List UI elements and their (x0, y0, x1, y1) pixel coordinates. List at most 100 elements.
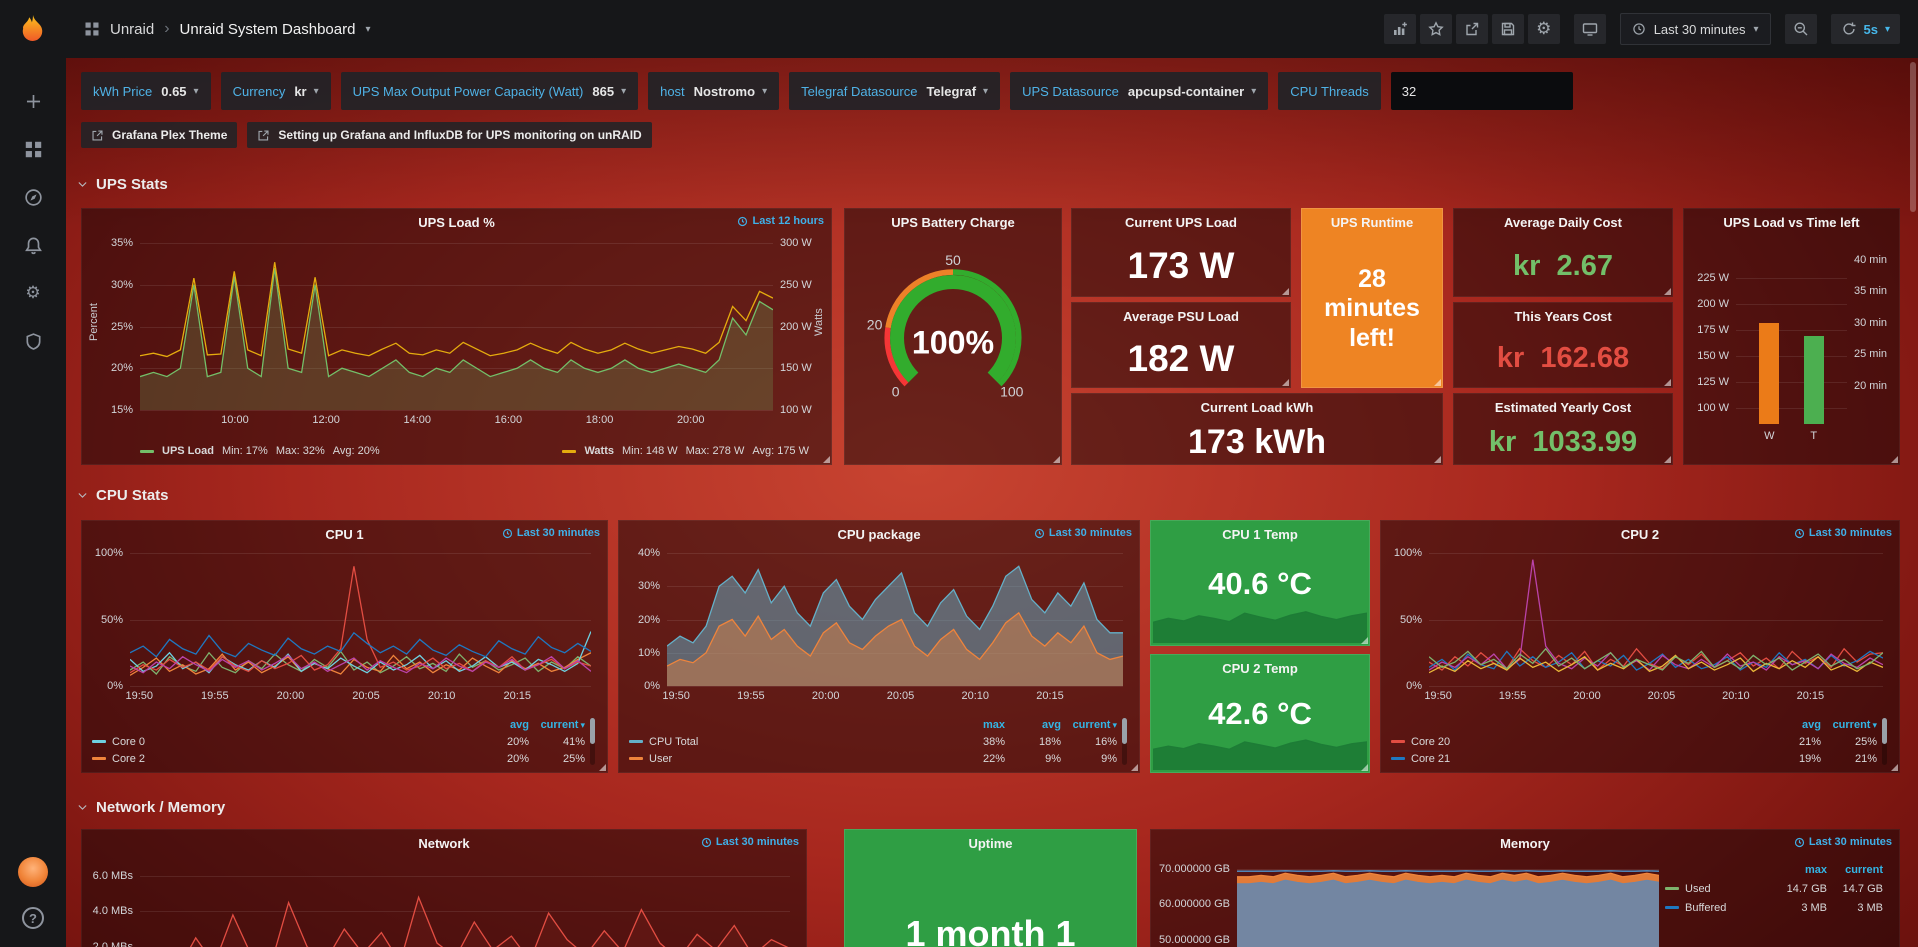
legend-series-buffered[interactable]: Buffered (1665, 902, 1771, 914)
panel-title[interactable]: Network (418, 836, 470, 851)
resize-handle[interactable] (1282, 379, 1289, 386)
link-grafana-plex-theme[interactable]: Grafana Plex Theme (81, 122, 238, 148)
panel-title[interactable]: CPU 2 (1620, 527, 1660, 542)
refresh-caret-icon[interactable]: ▾ (1884, 23, 1890, 35)
sidebar-item-explore[interactable] (11, 180, 55, 214)
resize-handle[interactable] (1361, 637, 1368, 644)
refresh-interval-label[interactable]: 5s (1863, 21, 1878, 37)
legend-scrollbar[interactable] (1882, 718, 1887, 765)
panel-title[interactable]: UPS Load vs Time left (1723, 215, 1860, 230)
resize-handle[interactable] (1664, 288, 1671, 295)
legend-series-core20[interactable]: Core 20 (1391, 736, 1765, 748)
axis-tick: 20:05 (1647, 690, 1676, 702)
panel-time-override[interactable]: Last 30 minutes (1794, 836, 1892, 848)
row-header-ups-stats[interactable]: UPS Stats (76, 176, 168, 193)
panel-title[interactable]: CPU 1 (325, 527, 364, 542)
legend-header-avg[interactable]: avg (1042, 718, 1061, 731)
legend-scrollbar[interactable] (1122, 718, 1127, 765)
legend-series-core2[interactable]: Core 2 (92, 753, 473, 765)
share-button[interactable] (1455, 14, 1488, 44)
dashboard-settings-button[interactable]: ⚙ (1527, 14, 1560, 44)
resize-handle[interactable] (599, 764, 606, 771)
legend-header-max[interactable]: max (1804, 863, 1827, 876)
panel-title[interactable]: Current Load kWh (1200, 400, 1314, 415)
panel-title[interactable]: Estimated Yearly Cost (1494, 400, 1632, 415)
panel-time-override[interactable]: Last 30 minutes (502, 527, 600, 539)
grafana-logo[interactable] (16, 12, 50, 46)
panel-title[interactable]: CPU 2 Temp (1222, 661, 1298, 676)
panel-title[interactable]: CPU 1 Temp (1222, 527, 1298, 542)
legend-header-avg[interactable]: avg (1802, 718, 1821, 731)
panel-title[interactable]: CPU package (837, 527, 921, 542)
legend-series-used[interactable]: Used (1665, 883, 1771, 895)
legend-header-current[interactable]: current ▾ (1832, 718, 1877, 731)
user-avatar[interactable] (11, 855, 55, 889)
resize-handle[interactable] (1282, 288, 1289, 295)
gridline (140, 326, 773, 328)
sidebar-item-server-admin[interactable] (11, 324, 55, 358)
panel-title[interactable]: This Years Cost (1514, 309, 1612, 324)
variable-ups-datasource[interactable]: UPS Datasource apcupsd-container ▾ (1010, 72, 1269, 110)
resize-handle[interactable] (1053, 456, 1060, 463)
panel-title[interactable]: Current UPS Load (1125, 215, 1237, 230)
legend-series-core0[interactable]: Core 0 (92, 736, 473, 748)
zoom-out-button[interactable] (1784, 14, 1817, 44)
row-header-network-memory[interactable]: Network / Memory (76, 799, 225, 816)
dashboard-title-caret-icon[interactable]: ▾ (365, 23, 371, 35)
link-ups-monitoring-guide[interactable]: Setting up Grafana and InfluxDB for UPS … (247, 122, 652, 148)
add-panel-button[interactable] (1383, 14, 1416, 44)
legend-header-current[interactable]: current ▾ (540, 718, 585, 731)
dashboard-scrollbar[interactable] (1910, 62, 1916, 212)
star-button[interactable] (1419, 14, 1452, 44)
panel-time-override[interactable]: Last 30 minutes (1794, 527, 1892, 539)
legend-header-max[interactable]: max (982, 718, 1005, 731)
cycle-view-mode-button[interactable] (1573, 14, 1606, 44)
sidebar-item-help[interactable]: ? (11, 901, 55, 935)
save-button[interactable] (1491, 14, 1524, 44)
resize-handle[interactable] (1434, 456, 1441, 463)
variable-ups-max-output[interactable]: UPS Max Output Power Capacity (Watt) 865… (340, 72, 639, 110)
resize-handle[interactable] (1891, 456, 1898, 463)
panel-title[interactable]: Average PSU Load (1123, 309, 1239, 324)
legend-header-current[interactable]: current (1845, 863, 1883, 876)
legend-series-core21[interactable]: Core 21 (1391, 753, 1765, 765)
legend-header-current[interactable]: current ▾ (1072, 718, 1117, 731)
legend-scrollbar[interactable] (590, 718, 595, 765)
panel-title[interactable]: UPS Battery Charge (891, 215, 1015, 230)
resize-handle[interactable] (1361, 764, 1368, 771)
axis-tick: 20:15 (1796, 690, 1825, 702)
resize-handle[interactable] (1434, 379, 1441, 386)
row-header-cpu-stats[interactable]: CPU Stats (76, 487, 169, 504)
panel-title[interactable]: Average Daily Cost (1503, 215, 1622, 230)
panel-title[interactable]: Memory (1500, 836, 1550, 851)
variable-telegraf-datasource[interactable]: Telegraf Datasource Telegraf ▾ (789, 72, 1001, 110)
sidebar-item-alerting[interactable] (11, 228, 55, 262)
panel-title[interactable]: UPS Load % (418, 215, 495, 230)
legend-series-user[interactable]: User (629, 753, 949, 765)
refresh-button[interactable]: 5s ▾ (1830, 14, 1900, 44)
breadcrumb-folder[interactable]: Unraid (110, 20, 155, 38)
panel-time-override[interactable]: Last 30 minutes (1034, 527, 1132, 539)
legend-series-cpu-total[interactable]: CPU Total (629, 736, 949, 748)
resize-handle[interactable] (1131, 764, 1138, 771)
sidebar-item-create[interactable] (11, 84, 55, 118)
sidebar-item-configuration[interactable]: ⚙ (11, 276, 55, 310)
dashboard-title[interactable]: Unraid System Dashboard (179, 20, 356, 38)
legend-header-avg[interactable]: avg (510, 718, 529, 731)
time-range-picker[interactable]: Last 30 minutes ▾ (1619, 13, 1771, 45)
panel-title[interactable]: Uptime (968, 836, 1013, 851)
resize-handle[interactable] (1891, 764, 1898, 771)
legend-series-name[interactable]: UPS Load (162, 445, 214, 457)
legend-series-name[interactable]: Watts (584, 445, 614, 457)
panel-title[interactable]: UPS Runtime (1330, 215, 1414, 230)
resize-handle[interactable] (1664, 456, 1671, 463)
resize-handle[interactable] (1664, 379, 1671, 386)
variable-host[interactable]: host Nostromo ▾ (648, 72, 780, 110)
variable-kwh-price[interactable]: kWh Price 0.65 ▾ (81, 72, 211, 110)
cpu-threads-input[interactable] (1390, 72, 1573, 110)
variable-currency[interactable]: Currency kr ▾ (220, 72, 331, 110)
sidebar-item-dashboards[interactable] (11, 132, 55, 166)
panel-time-override[interactable]: Last 30 minutes (701, 836, 799, 848)
resize-handle[interactable] (823, 456, 830, 463)
panel-time-override[interactable]: Last 12 hours (737, 215, 824, 227)
